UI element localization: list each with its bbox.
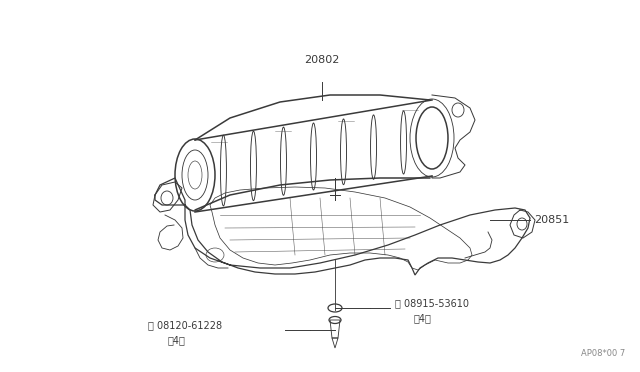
Text: Ⓑ 08120-61228: Ⓑ 08120-61228	[148, 320, 222, 330]
Text: 20802: 20802	[304, 55, 340, 65]
Text: 20851: 20851	[534, 215, 569, 225]
Text: （4）: （4）	[168, 335, 186, 345]
Text: （4）: （4）	[414, 313, 432, 323]
Text: AP08*00 7: AP08*00 7	[580, 349, 625, 358]
Text: ⓥ 08915-53610: ⓥ 08915-53610	[395, 298, 469, 308]
